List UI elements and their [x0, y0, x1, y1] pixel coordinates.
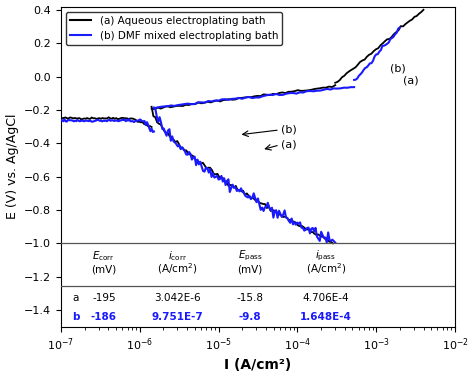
Text: (b): (b): [281, 125, 297, 135]
Text: (a): (a): [281, 140, 297, 150]
Text: 9.751E-7: 9.751E-7: [152, 311, 203, 322]
Text: 1.648E-4: 1.648E-4: [300, 311, 352, 322]
Text: b: b: [73, 311, 80, 322]
Text: (b): (b): [390, 64, 406, 74]
Text: -186: -186: [91, 311, 117, 322]
Text: $E_{\rm pass}$: $E_{\rm pass}$: [237, 248, 262, 263]
Text: $i_{\rm pass}$: $i_{\rm pass}$: [315, 248, 337, 263]
Text: $i_{\rm corr}$: $i_{\rm corr}$: [168, 249, 187, 263]
X-axis label: I (A/cm²): I (A/cm²): [224, 358, 292, 372]
Text: -9.8: -9.8: [238, 311, 261, 322]
Text: (A/cm$^2$): (A/cm$^2$): [306, 262, 346, 276]
Legend: (a) Aqueous electroplating bath, (b) DMF mixed electroplating bath: (a) Aqueous electroplating bath, (b) DMF…: [66, 12, 282, 45]
Text: (A/cm$^2$): (A/cm$^2$): [157, 262, 198, 276]
Text: -195: -195: [92, 293, 116, 303]
Y-axis label: E (V) vs. Ag/AgCl: E (V) vs. Ag/AgCl: [6, 114, 18, 219]
Text: -15.8: -15.8: [237, 293, 264, 303]
Text: (a): (a): [403, 75, 419, 85]
Text: $E_{\rm corr}$: $E_{\rm corr}$: [92, 249, 115, 263]
Text: 4.706E-4: 4.706E-4: [302, 293, 349, 303]
Text: (mV): (mV): [237, 264, 263, 274]
Text: 3.042E-6: 3.042E-6: [154, 293, 201, 303]
Text: (mV): (mV): [91, 264, 117, 274]
Text: a: a: [73, 293, 79, 303]
